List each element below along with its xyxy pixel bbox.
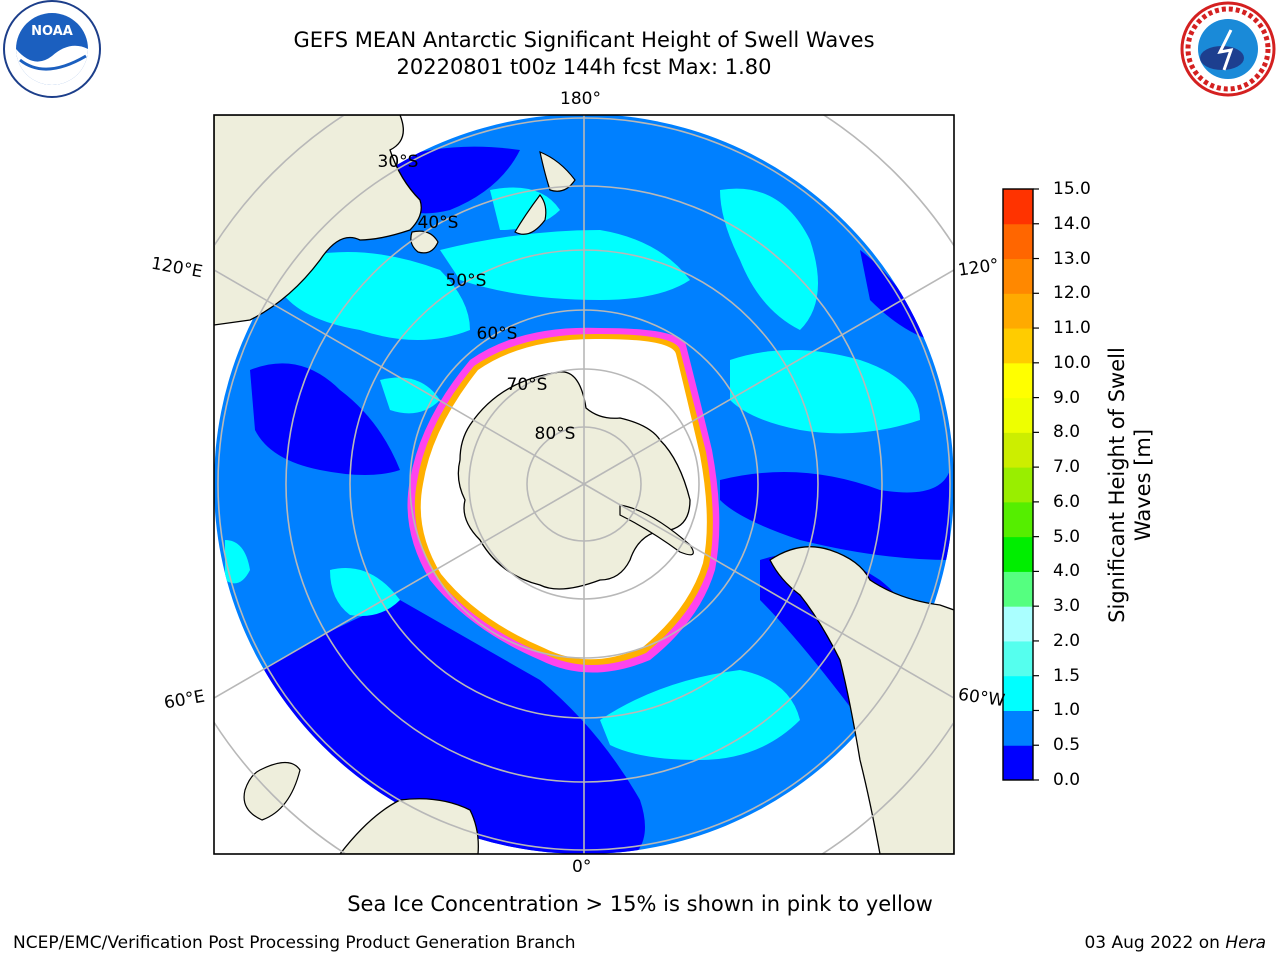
lon-label-180: 180° [560,89,601,109]
swell-region-cyan [720,188,818,330]
colorbar-tick-label: 6.0 [1053,491,1081,512]
colorbar-segment [1003,571,1033,607]
new-zealand-land [514,194,547,235]
low-swell-region [720,470,950,560]
antarctic-peninsula [619,504,694,556]
swell-region-cyan [380,377,440,414]
south-america-land [769,546,954,854]
colorbar-tick-label: 11.0 [1053,318,1091,339]
colorbar-segment [1003,258,1033,294]
colorbar-tick-label: 3.0 [1053,596,1081,617]
colorbar-segment [1003,189,1033,225]
map-frame [213,114,955,855]
lat-label-40s: 40°S [417,213,459,233]
colorbar-segment [1003,467,1033,503]
colorbar-tick-label: 10.0 [1053,352,1091,373]
colorbar-label: Significant Height of Swell Waves [m] [1105,347,1155,623]
noaa-logo-text: NOAA [31,24,73,39]
colorbar-tick-label: 8.0 [1053,422,1081,443]
colorbar-segment [1003,362,1033,399]
colorbar-tick-label: 1.5 [1053,665,1081,686]
lat-label-50s: 50°S [445,271,487,291]
colorbar-segment [1003,536,1033,572]
low-swell-region [390,146,520,214]
colorbar-segment [1003,328,1033,364]
swell-region-cyan [730,350,920,434]
chart-title: GEFS MEAN Antarctic Significant Height o… [293,28,875,52]
madagascar-land [243,761,301,821]
colorbar-tick-label: 9.0 [1053,387,1081,408]
colorbar-tick-label: 15.0 [1053,179,1091,199]
africa-land [339,798,479,854]
colorbar-tick-label: 0.0 [1053,770,1081,790]
low-swell-region [860,250,930,340]
australia-land [214,115,422,326]
colorbar-tick-label: 14.0 [1053,213,1091,234]
swell-region-cyan [440,230,690,300]
sea-ice-footnote: Sea Ice Concentration > 15% is shown in … [347,892,933,916]
graticule [214,115,954,854]
swell-region-cyan [600,670,800,760]
colorbar-tick-label: 13.0 [1053,248,1091,269]
colorbar-frame [1002,188,1034,781]
colorbar-segment [1003,293,1033,329]
footer-credit: NCEP/EMC/Verification Post Processing Pr… [13,933,576,953]
lat-label-60s: 60°S [476,324,518,344]
footer-host: Hera [1225,933,1266,953]
colorbar-tick-label: 0.5 [1053,735,1081,756]
lat-label-30s: 30°S [377,152,419,172]
colorbar-segment [1003,640,1033,677]
nws-logo [1180,1,1276,97]
colorbar-tick-label: 12.0 [1053,283,1091,304]
lat-label-80s: 80°S [534,424,576,444]
colorbar [1003,188,1039,781]
footer-date: 03 Aug 2022 on Hera [1084,932,1266,954]
lon-label-0: 0° [572,857,592,877]
colorbar-tick-label: 1.0 [1053,700,1081,721]
colorbar-tick-label: 2.0 [1053,630,1081,651]
colorbar-segment [1003,606,1033,642]
noaa-logo: NOAA [3,0,101,98]
colorbar-tick-label: 7.0 [1053,457,1081,478]
colorbar-segment [1003,501,1033,538]
footer-date-text: 03 Aug 2022 on [1084,933,1226,953]
colorbar-segment [1003,745,1033,781]
colorbar-segment [1003,432,1033,468]
swell-region-cyan [225,540,250,584]
colorbar-segment [1003,675,1033,711]
colorbar-tick-label: 5.0 [1053,526,1081,547]
lat-label-70s: 70°S [506,375,548,395]
swell-region-cyan [280,252,470,340]
colorbar-segment [1003,710,1033,746]
new-zealand-land [539,151,576,192]
colorbar-tick-label: 4.0 [1053,561,1081,582]
colorbar-segment [1003,397,1033,433]
chart-subtitle: 20220801 t00z 144h fcst Max: 1.80 [396,55,772,79]
colorbar-segment [1003,223,1033,260]
